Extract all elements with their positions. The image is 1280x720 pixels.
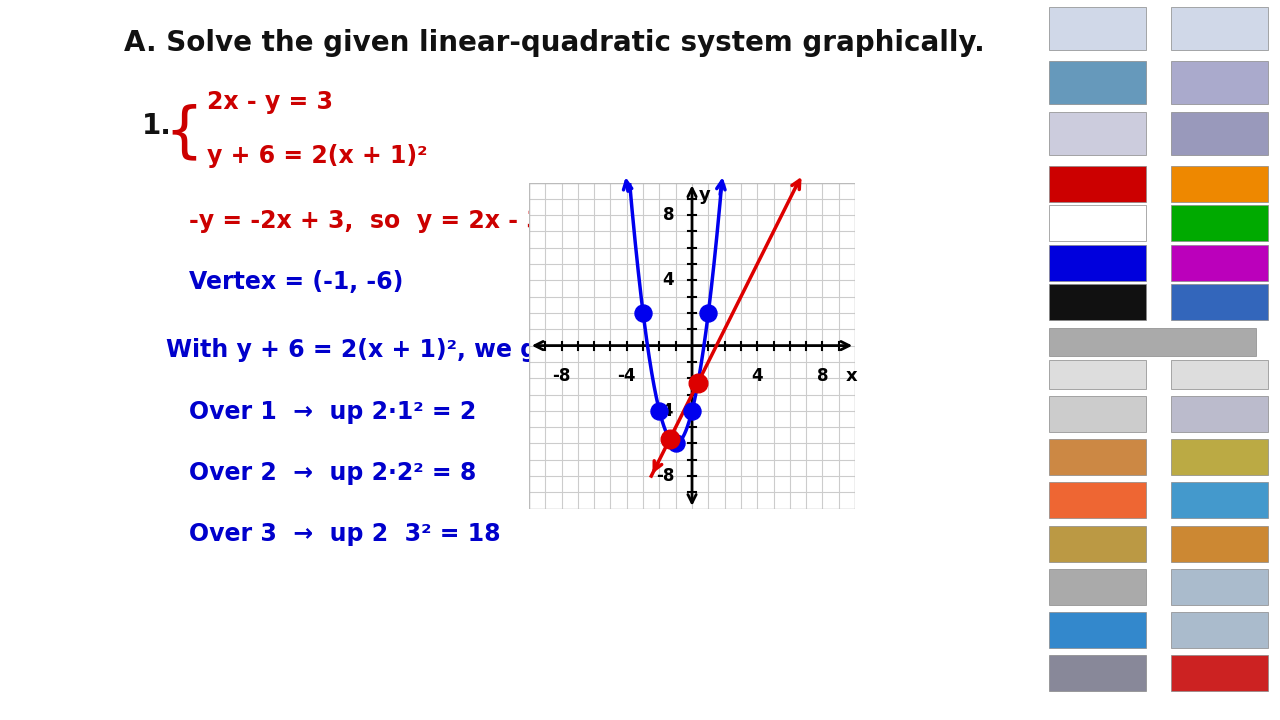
Text: 8: 8 [663, 206, 675, 224]
Bar [1050, 526, 1147, 562]
Text: -8: -8 [655, 467, 675, 485]
Bar [1050, 7, 1147, 50]
Text: 4: 4 [663, 271, 675, 289]
Bar [1050, 245, 1147, 281]
Bar [1050, 439, 1147, 475]
Text: 2x - y = 3: 2x - y = 3 [207, 90, 334, 114]
Point [698, 307, 718, 319]
Text: y: y [699, 186, 710, 204]
Bar [1171, 284, 1268, 320]
Bar [1171, 396, 1268, 432]
Bar [1171, 245, 1268, 281]
Text: y + 6 = 2(x + 1)²: y + 6 = 2(x + 1)² [207, 144, 428, 168]
Text: Over 2  →  up 2·2² = 8: Over 2 → up 2·2² = 8 [189, 461, 476, 485]
Text: Over 3  →  up 2  3² = 18: Over 3 → up 2 3² = 18 [189, 522, 500, 546]
Text: -4: -4 [655, 402, 675, 420]
Bar [1050, 112, 1147, 155]
Text: Vertex = (-1, -6): Vertex = (-1, -6) [189, 270, 403, 294]
Bar [1050, 328, 1256, 356]
Bar [1171, 112, 1268, 155]
Bar [1050, 205, 1147, 241]
Point [649, 405, 669, 417]
Point [632, 307, 653, 319]
Text: x: x [846, 366, 858, 384]
Point [687, 377, 708, 388]
Bar [1171, 569, 1268, 605]
Bar [1050, 284, 1147, 320]
Text: Over 1  →  up 2·1² = 2: Over 1 → up 2·1² = 2 [189, 400, 476, 423]
Bar [1050, 360, 1147, 389]
Bar [1171, 655, 1268, 691]
Bar [1171, 61, 1268, 104]
Bar [1171, 205, 1268, 241]
Text: -y = -2x + 3,  so  y = 2x - 3: -y = -2x + 3, so y = 2x - 3 [189, 209, 543, 233]
Bar [1050, 482, 1147, 518]
Bar [1171, 166, 1268, 202]
Bar [1050, 612, 1147, 648]
Bar [1171, 360, 1268, 389]
Point [659, 433, 680, 445]
Text: 8: 8 [817, 366, 828, 384]
Point [666, 438, 686, 449]
Text: 4: 4 [751, 366, 763, 384]
Text: 1.: 1. [142, 112, 172, 140]
Text: -4: -4 [617, 366, 636, 384]
Bar [1050, 655, 1147, 691]
Text: -8: -8 [553, 366, 571, 384]
Text: A. Solve the given linear-quadratic system graphically.: A. Solve the given linear-quadratic syst… [124, 29, 984, 57]
Bar [1171, 612, 1268, 648]
Bar [1171, 439, 1268, 475]
Bar [1050, 166, 1147, 202]
Bar [1050, 569, 1147, 605]
Bar [1171, 482, 1268, 518]
Text: {: { [165, 104, 204, 163]
Point [682, 405, 703, 417]
Bar [1050, 61, 1147, 104]
Text: With y + 6 = 2(x + 1)², we go: With y + 6 = 2(x + 1)², we go [165, 338, 553, 362]
Bar [1171, 526, 1268, 562]
Bar [1171, 7, 1268, 50]
Bar [1050, 396, 1147, 432]
